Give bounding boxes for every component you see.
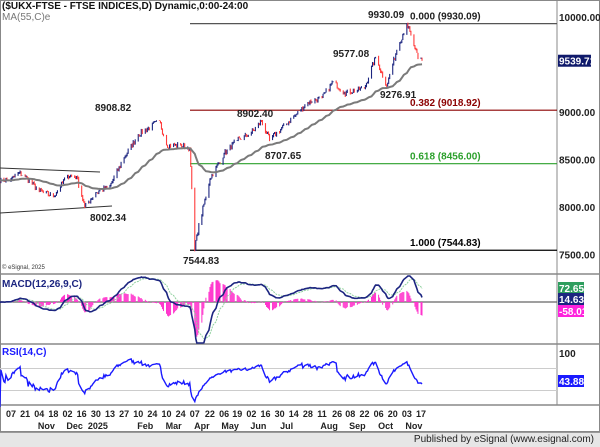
x-axis-day-label: 04 xyxy=(34,409,44,419)
moving-average-line xyxy=(0,63,423,190)
price-annotation: 8002.34 xyxy=(90,213,127,224)
price-axis-label: 8000.00 xyxy=(559,203,596,214)
fib-label: 1.000 (7544.83) xyxy=(410,238,481,249)
x-axis-month-label: Mar xyxy=(166,421,183,431)
chart-frame xyxy=(0,0,600,432)
x-axis-day-label: 20 xyxy=(388,409,398,419)
x-axis-day-label: 07 xyxy=(6,409,16,419)
rsi-readout: 43.88 xyxy=(559,377,584,388)
x-axis-month-label: Aug xyxy=(320,421,338,431)
publisher-credit: Published by eSignal (www.esignal.com) xyxy=(413,434,594,445)
price-axis-label: 10000.00 xyxy=(559,13,600,24)
price-annotation: 9930.09 xyxy=(368,10,405,21)
chart-canvas: 10000.00 9000.00 8500.00 8000.00 7500.00 9539… xyxy=(0,0,600,432)
macd-line xyxy=(0,275,423,344)
x-axis-day-label: 24 xyxy=(147,409,157,419)
channel-lower-line xyxy=(0,205,113,214)
x-axis-day-label: 18 xyxy=(48,409,58,419)
last-price-box xyxy=(558,54,591,67)
price-annotation: 9577.08 xyxy=(333,49,370,60)
rsi-line xyxy=(0,357,423,408)
x-axis-month-label: Nov xyxy=(38,421,55,431)
x-axis-day-label: 24 xyxy=(176,409,186,419)
price-axis-label: 8500.00 xyxy=(559,156,596,167)
footer: Published by eSignal (www.esignal.com) xyxy=(0,432,600,447)
last-price-label: 9539.71 xyxy=(559,57,596,68)
x-axis-month-label: Nov xyxy=(405,421,422,431)
x-axis-day-label: 16 xyxy=(77,409,87,419)
fibonacci-levels xyxy=(190,23,557,251)
x-axis-day-label: 07 xyxy=(190,409,200,419)
x-axis-day-label: 28 xyxy=(303,409,313,419)
macd-readout: 72.65 xyxy=(559,284,584,295)
macd-readout-box xyxy=(558,282,584,294)
fib-label: 0.382 (9018.92) xyxy=(410,98,481,109)
x-axis-month-label: 2025 xyxy=(88,421,108,431)
price-annotation: 8902.40 xyxy=(237,109,274,120)
price-annotation: 7544.83 xyxy=(183,256,220,267)
x-axis-month-label: Feb xyxy=(137,421,154,431)
x-axis-day-label: 17 xyxy=(416,409,426,419)
x-axis-day-label: 16 xyxy=(260,409,270,419)
channel-upper-line xyxy=(0,167,101,173)
x-axis-month-label: Dec xyxy=(66,421,83,431)
x-axis-month-label: Sep xyxy=(349,421,366,431)
x-axis-day-label: 11 xyxy=(317,409,327,419)
chart-title: ($UKX-FTSE - FTSE INDICES,D) Dynamic,0:0… xyxy=(2,1,249,12)
fib-label: 0.618 (8456.00) xyxy=(410,152,481,163)
price-annotation: 9276.91 xyxy=(380,90,417,101)
x-axis-day-label: 02 xyxy=(246,409,256,419)
macd-readout: 14.63 xyxy=(559,295,584,306)
x-axis-day-label: 13 xyxy=(105,409,115,419)
x-axis-day-label: 26 xyxy=(332,409,342,419)
x-axis-month-label: Oct xyxy=(378,421,393,431)
x-axis-day-label: 02 xyxy=(63,409,73,419)
price-annotation: 8908.82 xyxy=(95,103,132,114)
macd-readout-box xyxy=(558,305,584,317)
price-axis-label: 9000.00 xyxy=(559,108,596,119)
rsi-readout-box xyxy=(558,375,584,387)
macd-readout-box xyxy=(558,293,584,305)
x-axis-day-label: 19 xyxy=(232,409,242,419)
x-axis-day-label: 30 xyxy=(275,409,285,419)
x-axis-day-label: 06 xyxy=(219,409,229,419)
fib-label: 0.000 (9930.09) xyxy=(410,12,481,23)
x-axis-month-label: Jun xyxy=(250,421,266,431)
x-axis-day-label: 27 xyxy=(119,409,129,419)
price-axis-label: 7500.00 xyxy=(559,251,596,262)
x-axis-day-label: 03 xyxy=(402,409,412,419)
x-axis-month-label: Jul xyxy=(280,421,293,431)
x-axis-day-label: 06 xyxy=(374,409,384,419)
x-axis-month-label: May xyxy=(221,421,239,431)
x-axis-day-label: 08 xyxy=(345,409,355,419)
price-annotation: 8707.65 xyxy=(265,151,302,162)
x-axis-day-label: 22 xyxy=(205,409,215,419)
x-axis-day-label: 14 xyxy=(289,409,299,419)
x-axis-day-label: 22 xyxy=(359,409,369,419)
chart-labels: 10000.00 9000.00 8500.00 8000.00 7500.00 9539… xyxy=(6,10,600,431)
x-axis-day-label: 30 xyxy=(91,409,101,419)
x-axis-month-label: Apr xyxy=(194,421,210,431)
x-axis-day-label: 10 xyxy=(162,409,172,419)
copyright: © eSignal, 2025 xyxy=(2,265,45,271)
macd-signal-line xyxy=(0,277,423,340)
candles xyxy=(0,22,423,252)
rsi-axis-label: 100 xyxy=(559,349,576,360)
x-axis-day-label: 21 xyxy=(20,409,30,419)
macd-title: MACD(12,26,9,C) xyxy=(2,279,83,290)
trend-channel xyxy=(0,167,113,214)
indicators xyxy=(0,275,557,408)
rsi-title: RSI(14,C) xyxy=(2,347,47,358)
ma-label: MA(55,C)e xyxy=(2,12,51,23)
x-axis-day-label: 10 xyxy=(133,409,143,419)
macd-readout: -58.01 xyxy=(559,307,588,318)
